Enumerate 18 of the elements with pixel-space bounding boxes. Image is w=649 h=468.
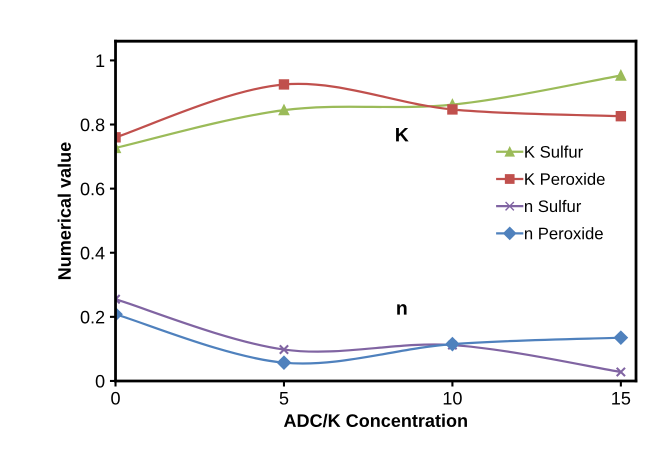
x-tick-label: 10 <box>444 392 462 405</box>
x-tick-label: 5 <box>280 392 288 405</box>
legend-label: K Peroxide <box>525 172 605 185</box>
legend-label: n Sulfur <box>524 200 582 212</box>
x-axis-title: ADC/K Concentration <box>284 414 467 428</box>
y-axis-title: Numerical value <box>58 142 71 280</box>
x-tick-label: 0 <box>111 392 120 405</box>
y-tick-label: 0.2 <box>80 310 104 324</box>
y-tick-label: 0 <box>96 374 104 388</box>
y-tick-label: 1 <box>96 54 104 67</box>
y-tick-label: 0.8 <box>80 118 104 132</box>
y-tick-label: 0.4 <box>80 246 105 260</box>
legend-label: K Sulfur <box>525 146 583 158</box>
annotation: n <box>397 304 407 315</box>
y-tick-label: 0.6 <box>80 182 104 196</box>
annotation: K <box>396 128 409 142</box>
legend-label: n Peroxide <box>524 227 603 240</box>
x-tick-label: 15 <box>612 392 630 405</box>
